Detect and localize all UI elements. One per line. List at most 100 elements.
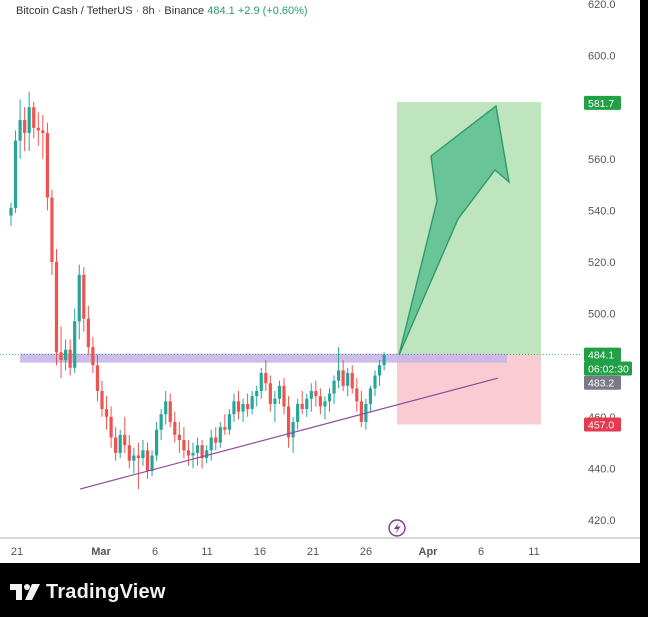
time-axis-tick-label: 6: [152, 546, 158, 558]
candle[interactable]: [109, 416, 113, 438]
price-axis-tick-label: 600.0: [588, 51, 616, 63]
candle[interactable]: [259, 372, 263, 391]
candle[interactable]: [236, 401, 241, 412]
candle[interactable]: [95, 365, 100, 391]
candle[interactable]: [45, 133, 49, 198]
candle[interactable]: [205, 450, 209, 459]
candle[interactable]: [177, 434, 181, 441]
candle[interactable]: [300, 403, 304, 410]
candle[interactable]: [164, 401, 168, 415]
candle[interactable]: [337, 370, 341, 381]
candle[interactable]: [382, 354, 386, 366]
candle[interactable]: [255, 391, 259, 397]
candle[interactable]: [132, 455, 136, 461]
candle[interactable]: [355, 388, 359, 402]
candle[interactable]: [9, 207, 13, 216]
candle[interactable]: [227, 414, 231, 430]
interval-label[interactable]: 8h: [142, 5, 155, 17]
candle[interactable]: [223, 427, 227, 430]
candle[interactable]: [195, 445, 200, 453]
candle[interactable]: [296, 403, 300, 422]
lightning-bolt-icon: [394, 522, 401, 534]
candle[interactable]: [155, 429, 159, 456]
separator-dot: ·: [157, 5, 165, 17]
candle[interactable]: [341, 370, 345, 386]
candle[interactable]: [314, 391, 318, 397]
candle[interactable]: [182, 440, 186, 451]
candle[interactable]: [123, 434, 127, 446]
candle[interactable]: [232, 401, 236, 415]
candle[interactable]: [91, 347, 95, 366]
projection-arrow[interactable]: [398, 104, 511, 356]
candle[interactable]: [23, 120, 27, 133]
candle[interactable]: [32, 107, 36, 128]
candle[interactable]: [13, 140, 18, 208]
candle[interactable]: [86, 318, 90, 348]
candle[interactable]: [277, 385, 282, 399]
candle[interactable]: [18, 120, 22, 141]
symbol-name[interactable]: Bitcoin Cash / TetherUS: [16, 5, 133, 17]
candle[interactable]: [373, 375, 377, 389]
candle[interactable]: [305, 398, 309, 410]
candle[interactable]: [327, 393, 332, 402]
candle[interactable]: [77, 274, 81, 322]
candle[interactable]: [114, 437, 118, 453]
price-axis-tick-label: 440.0: [588, 463, 616, 475]
candle[interactable]: [150, 455, 154, 471]
candle[interactable]: [273, 398, 277, 404]
candle[interactable]: [359, 401, 363, 422]
candle[interactable]: [159, 414, 163, 430]
candle[interactable]: [250, 396, 254, 410]
candle[interactable]: [64, 349, 68, 361]
price-chart[interactable]: 420.0440.0460.0500.0520.0540.0560.0600.0…: [0, 0, 640, 563]
ascending-trendline[interactable]: [79, 377, 499, 490]
candle[interactable]: [136, 455, 140, 459]
candle[interactable]: [186, 450, 191, 456]
stop-loss-zone[interactable]: [397, 354, 541, 425]
candle[interactable]: [27, 107, 31, 133]
candle[interactable]: [73, 321, 77, 368]
candle[interactable]: [59, 352, 63, 361]
candle[interactable]: [268, 383, 272, 404]
candle[interactable]: [36, 127, 40, 131]
candle[interactable]: [291, 421, 295, 438]
candle[interactable]: [41, 130, 45, 133]
candle[interactable]: [82, 274, 86, 319]
candle[interactable]: [191, 452, 195, 456]
time-axis-tick-label: 11: [528, 546, 539, 558]
candle[interactable]: [368, 388, 373, 404]
candle[interactable]: [68, 349, 72, 368]
resistance-band[interactable]: [20, 353, 507, 363]
symbol-info-bar[interactable]: Bitcoin Cash / TetherUS · 8h · Binance 4…: [16, 5, 308, 17]
candle[interactable]: [323, 401, 327, 407]
candle[interactable]: [214, 437, 218, 443]
candle[interactable]: [209, 437, 213, 451]
candle[interactable]: [200, 445, 204, 459]
candle[interactable]: [264, 372, 268, 384]
candle[interactable]: [173, 421, 177, 435]
candle[interactable]: [100, 391, 104, 410]
candle[interactable]: [377, 365, 382, 376]
chart-panel[interactable]: Bitcoin Cash / TetherUS · 8h · Binance 4…: [0, 0, 640, 563]
candle[interactable]: [145, 450, 150, 471]
candle[interactable]: [118, 434, 122, 453]
candle[interactable]: [286, 406, 291, 438]
candle[interactable]: [332, 380, 336, 394]
candle[interactable]: [282, 385, 286, 407]
exchange-label: Binance: [164, 5, 205, 17]
candle[interactable]: [50, 197, 54, 263]
candle[interactable]: [168, 401, 172, 422]
candle[interactable]: [346, 372, 350, 386]
candle[interactable]: [241, 403, 245, 412]
candle[interactable]: [54, 262, 59, 353]
candle[interactable]: [350, 372, 354, 389]
candle[interactable]: [127, 445, 131, 461]
candle[interactable]: [141, 450, 145, 459]
candle[interactable]: [309, 391, 313, 399]
candle[interactable]: [218, 427, 222, 443]
candle[interactable]: [246, 403, 250, 410]
candle[interactable]: [318, 396, 322, 407]
time-axis-tick-label: 21: [11, 546, 23, 558]
candle[interactable]: [104, 409, 109, 417]
